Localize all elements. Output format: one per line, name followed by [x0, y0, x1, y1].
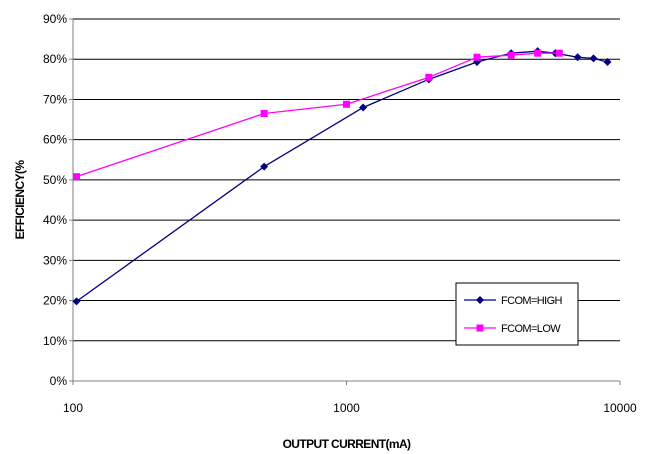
data-point: [260, 162, 269, 171]
y-tick-label: 60%: [43, 133, 67, 147]
legend-box: [455, 282, 579, 346]
x-tick-label: 10000: [603, 401, 637, 415]
y-tick-label: 80%: [43, 52, 67, 66]
y-tick-label: 40%: [43, 213, 67, 227]
data-point: [603, 58, 612, 67]
legend-marker: [476, 296, 484, 304]
data-point: [73, 173, 81, 181]
y-tick-label: 20%: [43, 294, 67, 308]
grid-lines: [73, 18, 620, 342]
data-point: [507, 51, 515, 59]
data-point: [555, 49, 563, 57]
data-point: [343, 100, 350, 108]
x-tick-labels: 100 1000 10000: [63, 381, 637, 415]
series-line: [76, 50, 608, 302]
y-tick-label: 0%: [50, 374, 68, 388]
series-group: [72, 47, 612, 306]
series-1: [73, 49, 563, 181]
y-axis-title: EFFICIENCY(%: [13, 160, 27, 240]
data-point: [260, 110, 268, 118]
legend: FCOM=HIGH FCOM=LOW: [455, 282, 579, 346]
legend-marker: [476, 324, 484, 332]
y-tick-label: 90%: [43, 12, 67, 26]
data-point: [72, 297, 81, 306]
y-tick-label: 50%: [43, 173, 67, 187]
series-0: [72, 47, 612, 306]
y-tick-label: 30%: [43, 253, 67, 267]
data-point: [359, 103, 368, 112]
x-tick-label: 100: [63, 401, 83, 415]
legend-label: FCOM=LOW: [501, 323, 561, 335]
legend-label: FCOM=HIGH: [501, 295, 563, 307]
data-point: [589, 54, 598, 63]
y-tick-label: 70%: [43, 92, 67, 106]
series-line: [76, 52, 560, 178]
data-point: [573, 53, 582, 62]
data-point: [534, 49, 542, 57]
y-tick-label: 10%: [43, 334, 67, 348]
x-axis-title: OUTPUT CURRENT(mA): [283, 437, 411, 451]
data-point: [473, 53, 481, 61]
data-point: [425, 73, 433, 81]
x-tick-label: 1000: [333, 401, 360, 415]
y-tick-labels: 0% 10% 20% 30% 40% 50% 60% 70% 80% 90%: [43, 12, 73, 388]
